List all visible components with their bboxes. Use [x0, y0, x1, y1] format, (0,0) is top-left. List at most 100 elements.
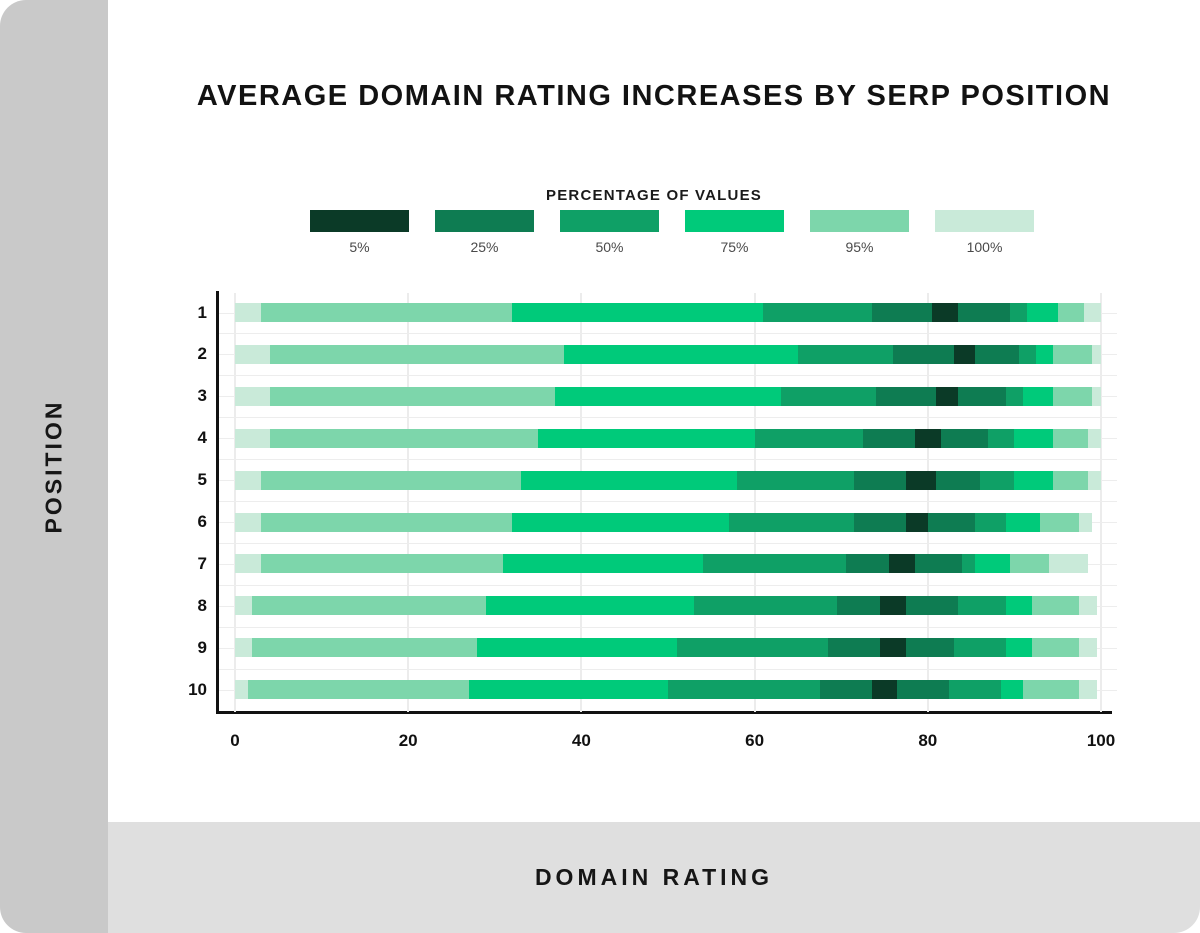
y-gridline: [219, 459, 1117, 461]
bar-segment: [1079, 638, 1097, 658]
bar-segment: [235, 680, 248, 700]
bar-segment: [880, 596, 907, 616]
legend-label: 5%: [349, 239, 370, 255]
bar-segment: [520, 470, 738, 490]
bar-segment: [975, 554, 1011, 574]
bar-segment: [693, 596, 837, 616]
bar-segment: [893, 344, 954, 364]
legend-label: 100%: [966, 239, 1003, 255]
x-tick-label: 40: [571, 731, 591, 750]
y-gridline: [219, 668, 1117, 670]
bar-segment: [845, 554, 889, 574]
bar-segment: [512, 303, 764, 322]
bar-segment: [1010, 303, 1028, 322]
y-tick-label: 2: [197, 344, 207, 364]
legend-item: 100%: [935, 210, 1034, 260]
bar-segment: [269, 428, 539, 448]
bar-segment: [1088, 428, 1101, 448]
y-tick-label: 6: [197, 512, 207, 531]
bar-segment: [754, 428, 863, 448]
bar-segment: [1031, 638, 1080, 658]
x-axis-title: DOMAIN RATING: [534, 864, 774, 890]
bar-segment: [936, 386, 959, 406]
y-gridline: [219, 333, 1117, 335]
bar-segment: [1092, 386, 1101, 406]
bar-segment: [958, 303, 1011, 322]
y-tick-label: 10: [188, 679, 207, 699]
bar-segment: [1049, 554, 1088, 574]
bar-segment: [235, 638, 253, 658]
y-tick-label: 4: [197, 428, 207, 448]
y-tick-label: 9: [197, 637, 207, 657]
bar-segment: [235, 470, 261, 490]
bar-segment: [235, 386, 270, 406]
bar-segment: [252, 596, 487, 616]
x-tick-label: 20: [398, 731, 418, 750]
bar-segment: [836, 596, 881, 616]
bar-segment: [1053, 470, 1088, 490]
legend-item: 5%: [310, 210, 409, 260]
bar-segment: [1005, 386, 1024, 406]
bar-segment: [235, 512, 261, 532]
legend-item: 75%: [685, 210, 784, 260]
bar-segment: [1001, 680, 1024, 700]
bar-segment: [235, 554, 261, 574]
y-gridline: [219, 501, 1117, 503]
bar-segment: [1023, 680, 1080, 700]
bar-segment: [252, 638, 478, 658]
bar-segment: [260, 470, 521, 490]
bar-segment: [737, 470, 855, 490]
legend-swatch: [310, 210, 409, 232]
bar-segment: [1057, 303, 1084, 322]
legend-item: 25%: [435, 210, 534, 260]
x-axis-line: [216, 711, 1112, 714]
bar-segment: [953, 344, 976, 364]
legend-swatch: [560, 210, 659, 232]
x-gridline: [234, 293, 236, 712]
legend-label: 75%: [720, 239, 749, 255]
x-axis-panel: DOMAIN RATING: [108, 822, 1200, 933]
y-tick-label: 7: [197, 553, 207, 573]
y-tick-label: 8: [197, 595, 207, 615]
bar-segment: [564, 344, 798, 364]
y-gridline: [219, 626, 1117, 628]
bar-segment: [235, 428, 270, 448]
x-gridline: [753, 293, 756, 712]
bar-segment: [940, 428, 989, 448]
bar-segment: [780, 386, 876, 406]
bar-segment: [1010, 554, 1050, 574]
bar-segment: [1005, 638, 1032, 658]
y-axis-panel: POSITION: [0, 0, 108, 933]
bar-segment: [1079, 512, 1093, 532]
legend-item: 95%: [810, 210, 909, 260]
bar-segment: [1005, 512, 1041, 532]
bar-segment: [235, 596, 253, 616]
bar-segment: [486, 596, 694, 616]
bar-segment: [906, 470, 937, 490]
legend-label: 50%: [595, 239, 624, 255]
legend-swatch: [685, 210, 784, 232]
bar-segment: [914, 428, 941, 448]
x-tick-label: 80: [918, 731, 938, 750]
bar-segment: [962, 554, 976, 574]
bar-segment: [269, 344, 565, 364]
bar-segment: [1079, 680, 1097, 700]
x-gridline: [1100, 293, 1102, 712]
x-tick-label: 100: [1086, 731, 1116, 750]
legend-swatch: [935, 210, 1034, 232]
bar-segment: [906, 596, 959, 616]
x-tick-label: 0: [230, 731, 240, 750]
legend-item: 50%: [560, 210, 659, 260]
legend: 5% 25% 50% 75% 95% 100%: [310, 210, 1070, 260]
y-tick-label: 5: [197, 470, 207, 490]
bar-segment: [1036, 344, 1054, 364]
bar-segment: [676, 638, 829, 658]
bar-segment: [1023, 386, 1054, 406]
bar-segment: [1018, 344, 1037, 364]
bar-segment: [538, 428, 755, 448]
y-tick-label: 3: [197, 386, 207, 406]
bar-segment: [235, 303, 261, 322]
y-gridline: [219, 417, 1117, 419]
bar-segment: [797, 344, 894, 364]
